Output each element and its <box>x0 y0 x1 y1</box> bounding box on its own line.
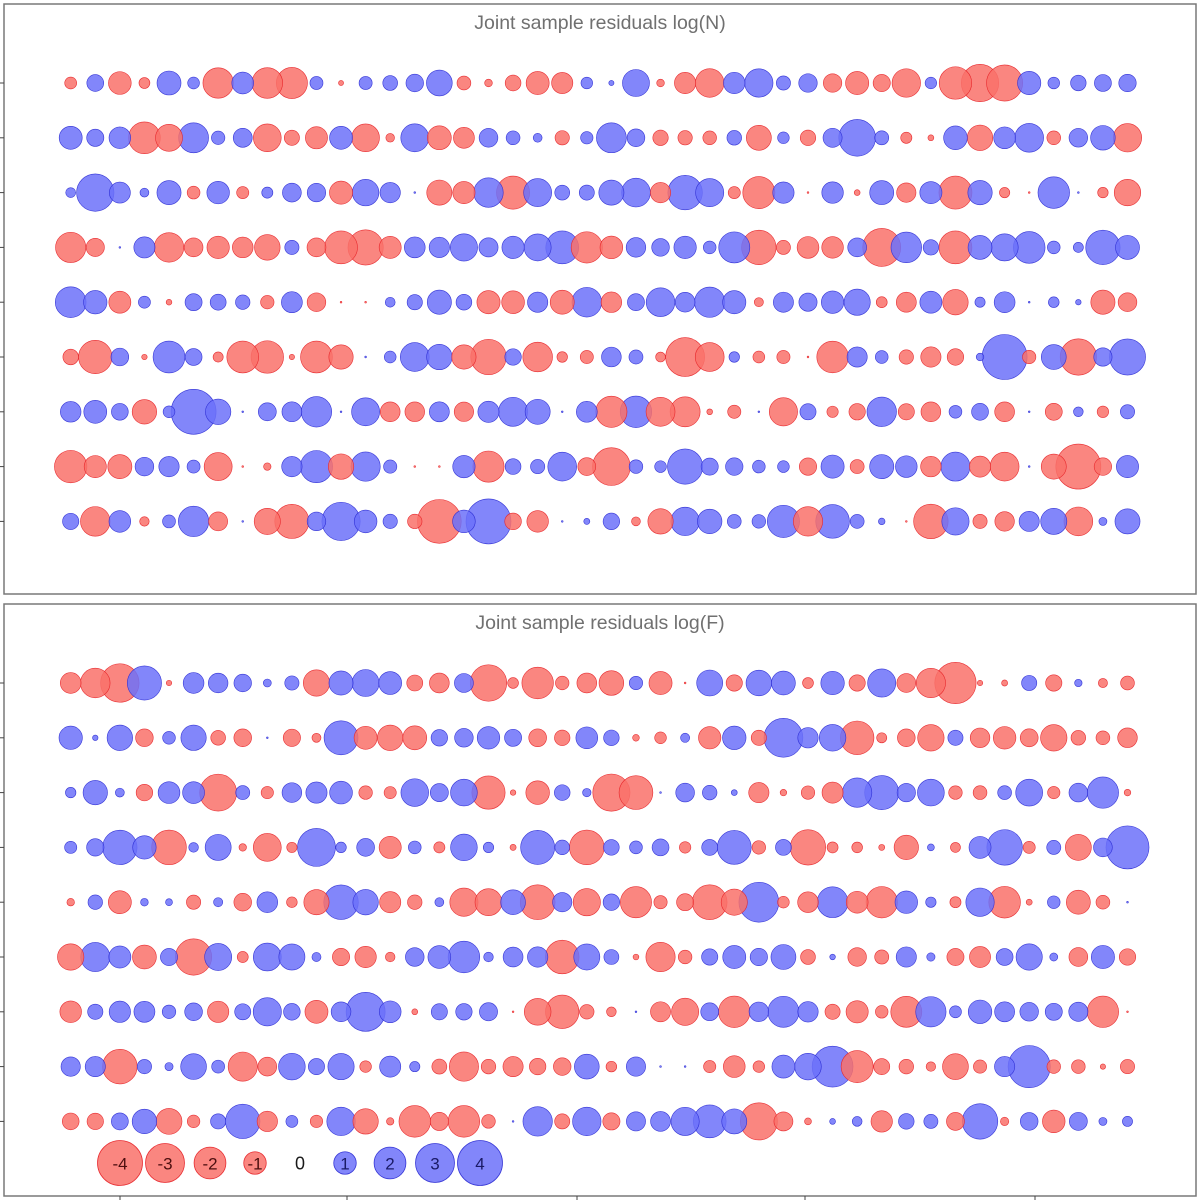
svg-text:0: 0 <box>295 1154 305 1174</box>
svg-text:1: 1 <box>340 1155 349 1174</box>
svg-text:2: 2 <box>385 1155 394 1174</box>
svg-text:-1: -1 <box>247 1155 262 1174</box>
svg-text:4: 4 <box>475 1155 484 1174</box>
svg-text:Joint sample residuals log(F): Joint sample residuals log(F) <box>475 612 724 634</box>
svg-text:-3: -3 <box>157 1155 172 1174</box>
svg-text:-4: -4 <box>112 1155 127 1174</box>
svg-text:3: 3 <box>430 1155 439 1174</box>
svg-text:-2: -2 <box>202 1155 217 1174</box>
svg-text:Joint sample residuals log(N): Joint sample residuals log(N) <box>474 12 725 34</box>
